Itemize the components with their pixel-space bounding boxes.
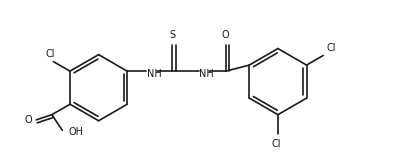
Text: Cl: Cl [271, 139, 280, 149]
Text: OH: OH [68, 127, 83, 137]
Text: Cl: Cl [326, 43, 335, 53]
Text: O: O [25, 115, 32, 125]
Text: O: O [222, 30, 229, 40]
Text: Cl: Cl [45, 49, 55, 59]
Text: NH: NH [146, 69, 161, 79]
Text: NH: NH [199, 69, 213, 79]
Text: S: S [169, 30, 175, 40]
